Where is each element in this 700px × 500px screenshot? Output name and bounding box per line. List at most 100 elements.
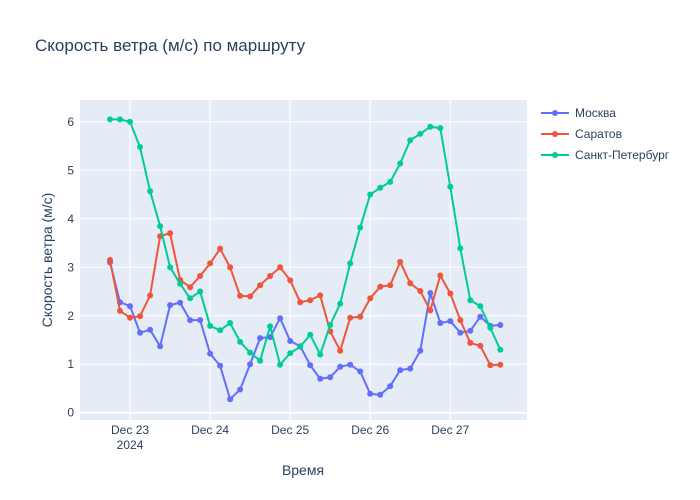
data-point[interactable] — [257, 335, 264, 342]
data-point[interactable] — [467, 297, 474, 304]
data-point[interactable] — [227, 264, 234, 271]
data-point[interactable] — [397, 367, 404, 374]
data-point[interactable] — [447, 318, 454, 325]
data-point[interactable] — [367, 390, 374, 397]
data-point[interactable] — [417, 288, 424, 294]
data-point[interactable] — [197, 317, 204, 324]
data-point[interactable] — [417, 347, 424, 354]
data-point[interactable] — [217, 327, 224, 334]
data-point[interactable] — [277, 264, 284, 271]
data-point[interactable] — [127, 303, 133, 310]
data-point[interactable] — [117, 307, 123, 314]
legend-item-1[interactable]: Саратов — [541, 127, 622, 141]
data-point[interactable] — [377, 184, 384, 191]
data-point[interactable] — [137, 329, 143, 336]
data-point[interactable] — [477, 303, 484, 310]
data-point[interactable] — [447, 183, 454, 190]
data-point[interactable] — [437, 272, 444, 279]
data-point[interactable] — [297, 299, 304, 306]
data-point[interactable] — [347, 314, 354, 321]
data-point[interactable] — [177, 280, 184, 287]
data-point[interactable] — [487, 324, 494, 331]
data-point[interactable] — [407, 137, 414, 144]
data-point[interactable] — [137, 313, 143, 320]
data-point[interactable] — [207, 350, 214, 357]
data-point[interactable] — [317, 351, 324, 358]
data-point[interactable] — [327, 322, 334, 328]
data-point[interactable] — [367, 295, 374, 302]
data-point[interactable] — [127, 118, 133, 125]
data-point[interactable] — [157, 223, 164, 230]
data-point[interactable] — [217, 362, 224, 369]
data-point[interactable] — [357, 313, 364, 320]
data-point[interactable] — [267, 273, 274, 279]
data-point[interactable] — [347, 361, 354, 368]
data-point[interactable] — [167, 230, 174, 237]
data-point[interactable] — [457, 329, 464, 336]
data-point[interactable] — [227, 396, 234, 403]
data-point[interactable] — [357, 368, 364, 375]
data-point[interactable] — [437, 125, 444, 132]
data-point[interactable] — [197, 273, 204, 279]
data-point[interactable] — [167, 264, 174, 271]
data-point[interactable] — [427, 123, 434, 130]
data-point[interactable] — [187, 295, 194, 302]
legend-item-0[interactable]: Москва — [541, 106, 616, 120]
data-point[interactable] — [447, 290, 454, 297]
data-point[interactable] — [297, 343, 304, 350]
data-point[interactable] — [107, 116, 113, 123]
data-point[interactable] — [327, 374, 334, 381]
data-point[interactable] — [417, 130, 424, 137]
data-point[interactable] — [237, 292, 244, 299]
data-point[interactable] — [247, 349, 254, 356]
data-point[interactable] — [287, 338, 294, 344]
data-point[interactable] — [477, 342, 484, 349]
data-point[interactable] — [347, 260, 354, 267]
data-point[interactable] — [317, 375, 324, 382]
data-point[interactable] — [187, 317, 194, 324]
data-point[interactable] — [287, 350, 294, 357]
data-point[interactable] — [247, 293, 254, 300]
data-point[interactable] — [457, 317, 464, 324]
data-point[interactable] — [497, 322, 504, 328]
data-point[interactable] — [257, 357, 264, 364]
data-point[interactable] — [337, 300, 344, 307]
data-point[interactable] — [147, 188, 154, 195]
data-point[interactable] — [377, 283, 384, 290]
data-point[interactable] — [237, 386, 244, 393]
data-point[interactable] — [247, 361, 254, 368]
data-point[interactable] — [437, 320, 444, 326]
data-point[interactable] — [467, 327, 474, 334]
data-point[interactable] — [287, 277, 294, 284]
data-point[interactable] — [107, 257, 113, 263]
data-point[interactable] — [167, 302, 174, 309]
data-point[interactable] — [207, 260, 214, 267]
data-point[interactable] — [407, 365, 414, 372]
data-point[interactable] — [187, 284, 194, 291]
data-point[interactable] — [317, 292, 324, 299]
data-point[interactable] — [497, 346, 504, 353]
data-point[interactable] — [227, 320, 234, 326]
data-point[interactable] — [407, 280, 414, 287]
data-point[interactable] — [497, 361, 504, 368]
data-point[interactable] — [387, 178, 394, 185]
data-point[interactable] — [397, 160, 404, 167]
data-point[interactable] — [197, 288, 204, 295]
data-point[interactable] — [427, 290, 434, 296]
data-point[interactable] — [137, 144, 143, 150]
data-point[interactable] — [147, 326, 154, 333]
data-point[interactable] — [307, 362, 314, 369]
data-point[interactable] — [117, 116, 123, 123]
data-point[interactable] — [477, 313, 484, 320]
data-point[interactable] — [467, 339, 474, 346]
data-point[interactable] — [147, 292, 154, 299]
data-point[interactable] — [307, 297, 314, 304]
data-point[interactable] — [217, 245, 224, 252]
data-point[interactable] — [427, 307, 434, 314]
data-point[interactable] — [457, 245, 464, 252]
data-point[interactable] — [207, 322, 214, 329]
data-point[interactable] — [237, 338, 244, 345]
data-point[interactable] — [377, 391, 384, 398]
data-point[interactable] — [257, 282, 264, 289]
data-point[interactable] — [357, 224, 364, 231]
